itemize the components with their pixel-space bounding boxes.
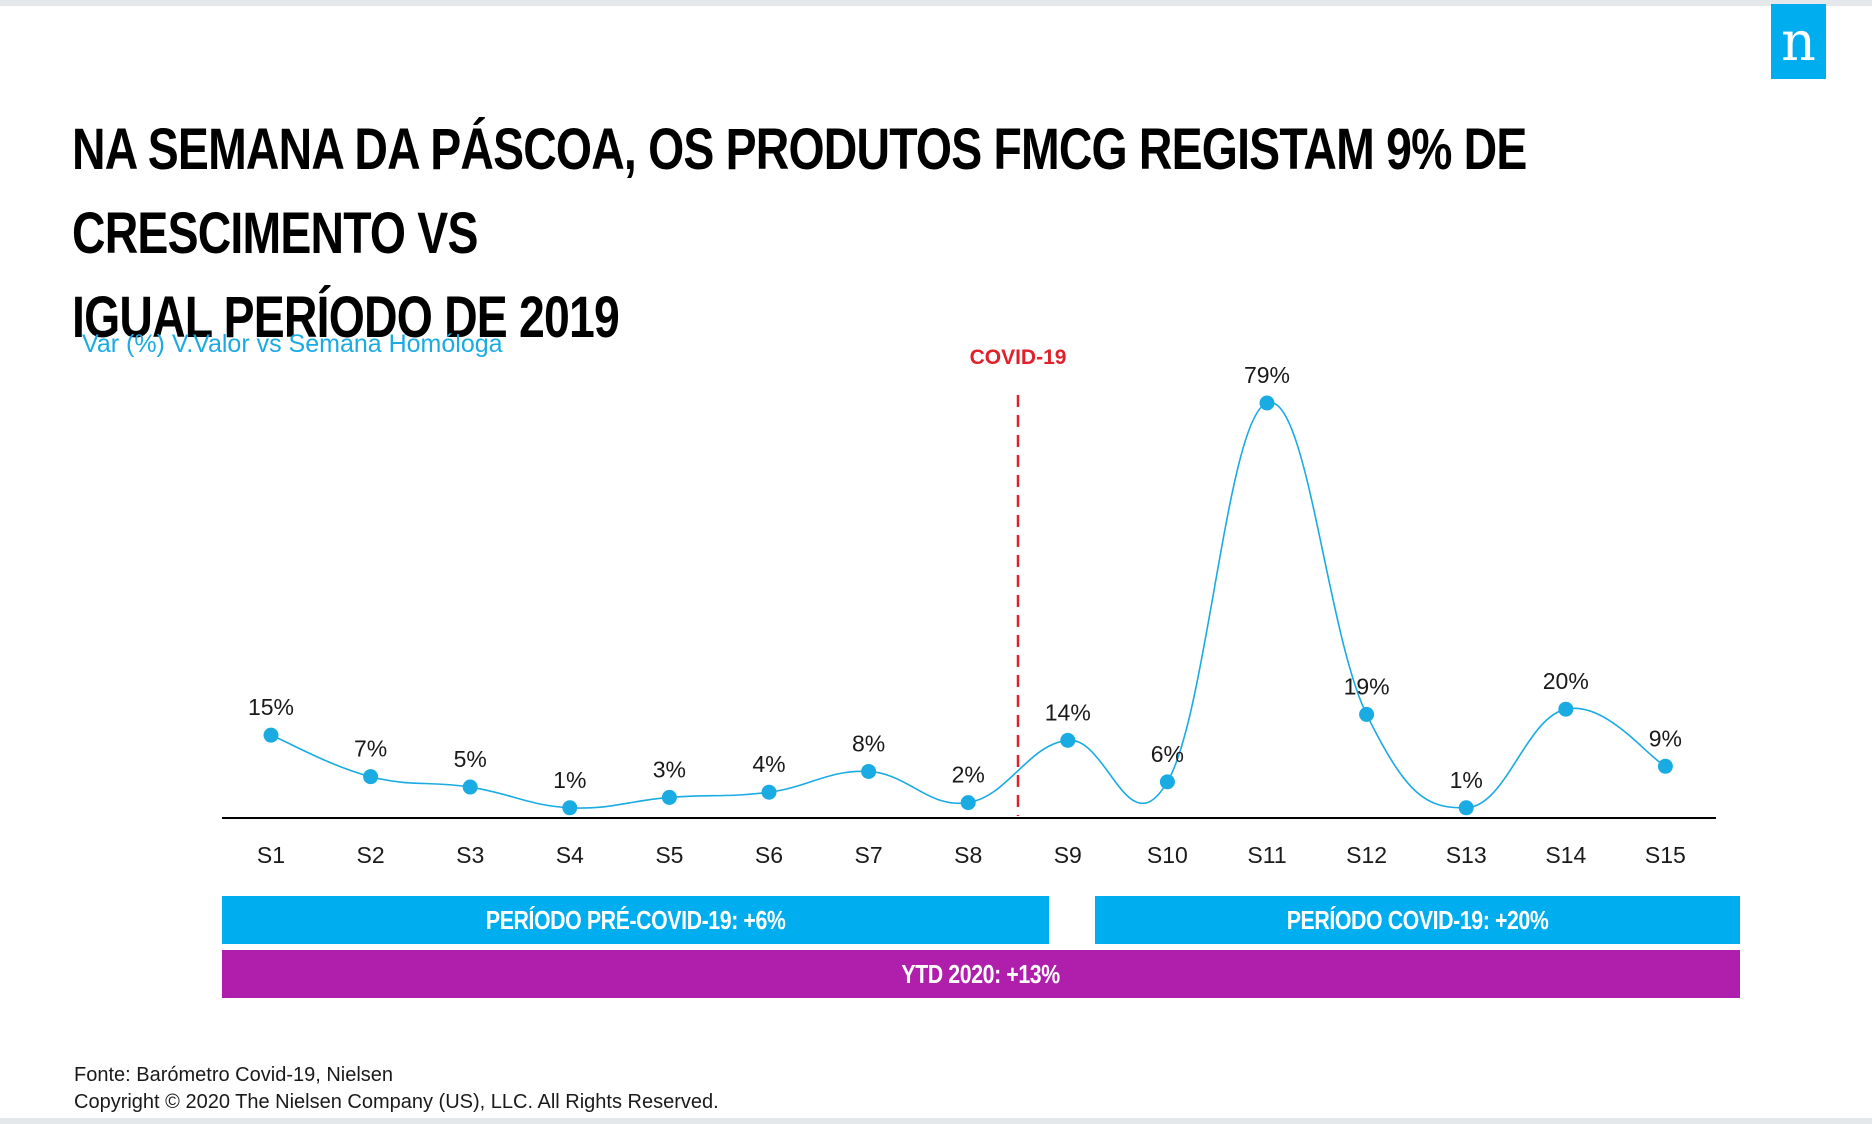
x-tick-s6: S6 bbox=[755, 842, 783, 868]
covid-annotation: COVID-19 bbox=[970, 346, 1067, 816]
data-label-s15: 9% bbox=[1649, 725, 1682, 751]
band-covid: PERÍODO COVID-19: +20% bbox=[1095, 896, 1740, 944]
footer-copyright: Copyright © 2020 The Nielsen Company (US… bbox=[74, 1091, 719, 1113]
data-point-s7 bbox=[861, 763, 877, 779]
x-tick-s8: S8 bbox=[954, 842, 982, 868]
x-tick-s15: S15 bbox=[1645, 842, 1686, 868]
data-point-s6 bbox=[761, 784, 777, 800]
data-labels: 15% 7% 5% 1% 3% 4% 8% 2% 14% 6% 79% 19% 1% 20% 9% bbox=[248, 362, 1682, 793]
data-point-s10 bbox=[1159, 774, 1175, 790]
data-point-s12 bbox=[1359, 706, 1375, 722]
data-point-s15 bbox=[1657, 758, 1673, 774]
covid-label: COVID-19 bbox=[970, 346, 1067, 369]
x-tick-s10: S10 bbox=[1147, 842, 1188, 868]
title-line-1: NA SEMANA DA PÁSCOA, OS PRODUTOS FMCG RE… bbox=[72, 117, 1527, 266]
nielsen-logo: n bbox=[1771, 4, 1826, 79]
data-label-s6: 4% bbox=[752, 751, 785, 777]
x-tick-s11: S11 bbox=[1247, 842, 1286, 868]
data-point-s8 bbox=[960, 795, 976, 811]
band-ytd-label: YTD 2020: +13% bbox=[901, 958, 1061, 989]
x-tick-s4: S4 bbox=[556, 842, 584, 868]
data-label-s11: 79% bbox=[1244, 362, 1290, 388]
line-chart: COVID-19 15% 7% 5% 1% 3% 4% 8% 2% 14% 6% 79% 19% 1% 2… bbox=[222, 346, 1716, 868]
chart-subtitle: Var (%) V.Valor vs Semana Homóloga bbox=[82, 330, 503, 358]
footer: Fonte: Barómetro Covid-19, Nielsen Copyr… bbox=[74, 1062, 719, 1116]
data-label-s8: 2% bbox=[952, 762, 985, 788]
x-tick-s7: S7 bbox=[855, 842, 883, 868]
x-tick-s5: S5 bbox=[655, 842, 683, 868]
data-points bbox=[263, 395, 1673, 816]
data-point-s3 bbox=[462, 779, 478, 795]
data-label-s3: 5% bbox=[454, 746, 487, 772]
band-covid-label: PERÍODO COVID-19: +20% bbox=[1286, 904, 1549, 935]
data-label-s14: 20% bbox=[1543, 668, 1589, 694]
data-label-s5: 3% bbox=[653, 756, 686, 782]
data-point-s5 bbox=[661, 789, 677, 805]
data-label-s2: 7% bbox=[354, 736, 387, 762]
data-point-s4 bbox=[562, 800, 578, 816]
footer-source: Fonte: Barómetro Covid-19, Nielsen bbox=[74, 1064, 394, 1086]
top-rule bbox=[0, 0, 1872, 6]
data-point-s14 bbox=[1558, 701, 1574, 717]
bottom-rule bbox=[0, 1118, 1872, 1124]
data-label-s13: 1% bbox=[1450, 767, 1483, 793]
x-tick-labels: S1 S2 S3 S4 S5 S6 S7 S8 S9 S10 S11 S12 S13 S14 S15 bbox=[257, 842, 1686, 868]
x-tick-s14: S14 bbox=[1545, 842, 1586, 868]
x-tick-s9: S9 bbox=[1054, 842, 1082, 868]
data-label-s12: 19% bbox=[1344, 673, 1390, 699]
title-line-2: IGUAL PERÍODO DE 2019 bbox=[72, 285, 620, 350]
data-point-s11 bbox=[1259, 395, 1275, 411]
data-label-s10: 6% bbox=[1151, 741, 1184, 767]
data-point-s13 bbox=[1458, 800, 1474, 816]
x-tick-s13: S13 bbox=[1446, 842, 1487, 868]
band-ytd: YTD 2020: +13% bbox=[222, 950, 1740, 998]
data-label-s7: 8% bbox=[852, 730, 885, 756]
data-point-s2 bbox=[363, 769, 379, 785]
data-label-s1: 15% bbox=[248, 694, 294, 720]
data-point-s1 bbox=[263, 727, 279, 743]
x-tick-s12: S12 bbox=[1346, 842, 1387, 868]
x-tick-s3: S3 bbox=[456, 842, 484, 868]
band-pre-covid: PERÍODO PRÉ-COVID-19: +6% bbox=[222, 896, 1049, 944]
data-label-s9: 14% bbox=[1045, 699, 1091, 725]
page-title: NA SEMANA DA PÁSCOA, OS PRODUTOS FMCG RE… bbox=[72, 108, 1752, 360]
logo-letter: n bbox=[1781, 9, 1816, 73]
x-tick-s1: S1 bbox=[257, 842, 285, 868]
band-pre-covid-label: PERÍODO PRÉ-COVID-19: +6% bbox=[485, 904, 786, 935]
data-label-s4: 1% bbox=[553, 767, 586, 793]
x-tick-s2: S2 bbox=[357, 842, 385, 868]
data-point-s9 bbox=[1060, 732, 1076, 748]
